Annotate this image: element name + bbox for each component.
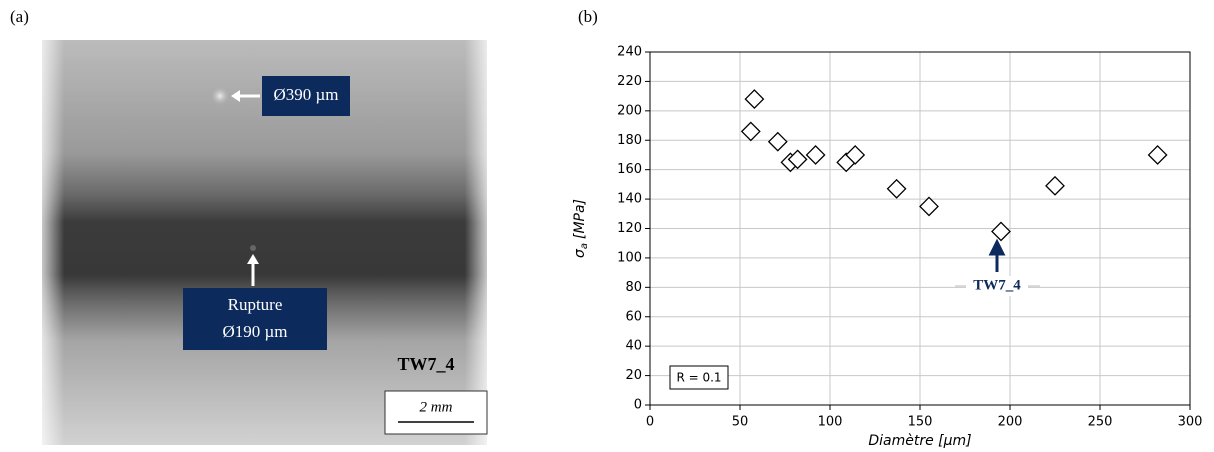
- y-tick-label: 200: [617, 103, 642, 118]
- note-box: [669, 365, 729, 390]
- point: [805, 145, 826, 165]
- plot-frame: [649, 51, 1191, 406]
- y-tick-label: 100: [617, 250, 642, 265]
- y-axis-label-part: [MPa]: [572, 199, 588, 239]
- scale-label: 2 mm: [420, 399, 453, 415]
- point: [767, 131, 788, 152]
- scale-bar: 2 mm: [384, 390, 488, 435]
- point: [919, 196, 939, 217]
- y-tick-label: 160: [617, 162, 642, 177]
- rupture-label: Rupture: [228, 295, 283, 314]
- y-axis-label-part: a: [579, 243, 590, 249]
- point: [740, 121, 761, 142]
- point: [1147, 145, 1168, 165]
- y-tick-label: 240: [617, 45, 642, 60]
- rupture-callout: Rupture Ø190 µm: [183, 254, 327, 350]
- panel-label: (b): [578, 7, 598, 26]
- panel-label: (a): [10, 7, 29, 26]
- point: [1045, 175, 1065, 196]
- x-tick-label: 150: [908, 415, 933, 430]
- y-tick-label: 60: [625, 309, 642, 324]
- y-tick-label: 40: [625, 339, 642, 354]
- y-tick-label: 220: [617, 74, 642, 89]
- y-tick-label: 180: [617, 133, 642, 148]
- y-tick-label: 20: [625, 368, 642, 383]
- y-tick-label: 140: [617, 192, 642, 207]
- y-axis-label: σa [MPa]: [572, 199, 590, 258]
- y-tick-label: 80: [625, 280, 642, 295]
- hole-callout: Ø390 µm: [231, 76, 350, 116]
- x-tick-label: 50: [732, 415, 749, 430]
- x-tick-label: 200: [998, 415, 1023, 430]
- annotation-bg: [966, 276, 1028, 296]
- point: [787, 149, 808, 170]
- point: [886, 178, 907, 199]
- point: [845, 145, 866, 165]
- annotation: TW7_4: [973, 277, 1021, 293]
- x-tick-label: 0: [646, 415, 654, 430]
- chart: 0 20 40 60 80 100 120 140 160 180 200 220 240 0 50 100 1…: [572, 45, 1202, 450]
- specimen-label: TW7_4: [397, 354, 454, 374]
- x-axis-label: Diamètre [µm]: [868, 433, 971, 449]
- point: [991, 221, 1011, 242]
- hole-label: Ø390 µm: [273, 85, 338, 104]
- y-tick-label: 120: [617, 221, 642, 236]
- annotation-arrow: [988, 238, 1006, 272]
- x-tick-label: 100: [818, 415, 843, 430]
- x-tick-label: 250: [1088, 415, 1113, 430]
- y-tick-label: 0: [634, 398, 642, 413]
- note: R = 0.1: [676, 371, 721, 385]
- rupture-label: Ø190 µm: [222, 322, 287, 341]
- y-axis-label-part: σ: [572, 248, 588, 258]
- x-tick-label: 300: [1178, 415, 1203, 430]
- point: [744, 89, 765, 109]
